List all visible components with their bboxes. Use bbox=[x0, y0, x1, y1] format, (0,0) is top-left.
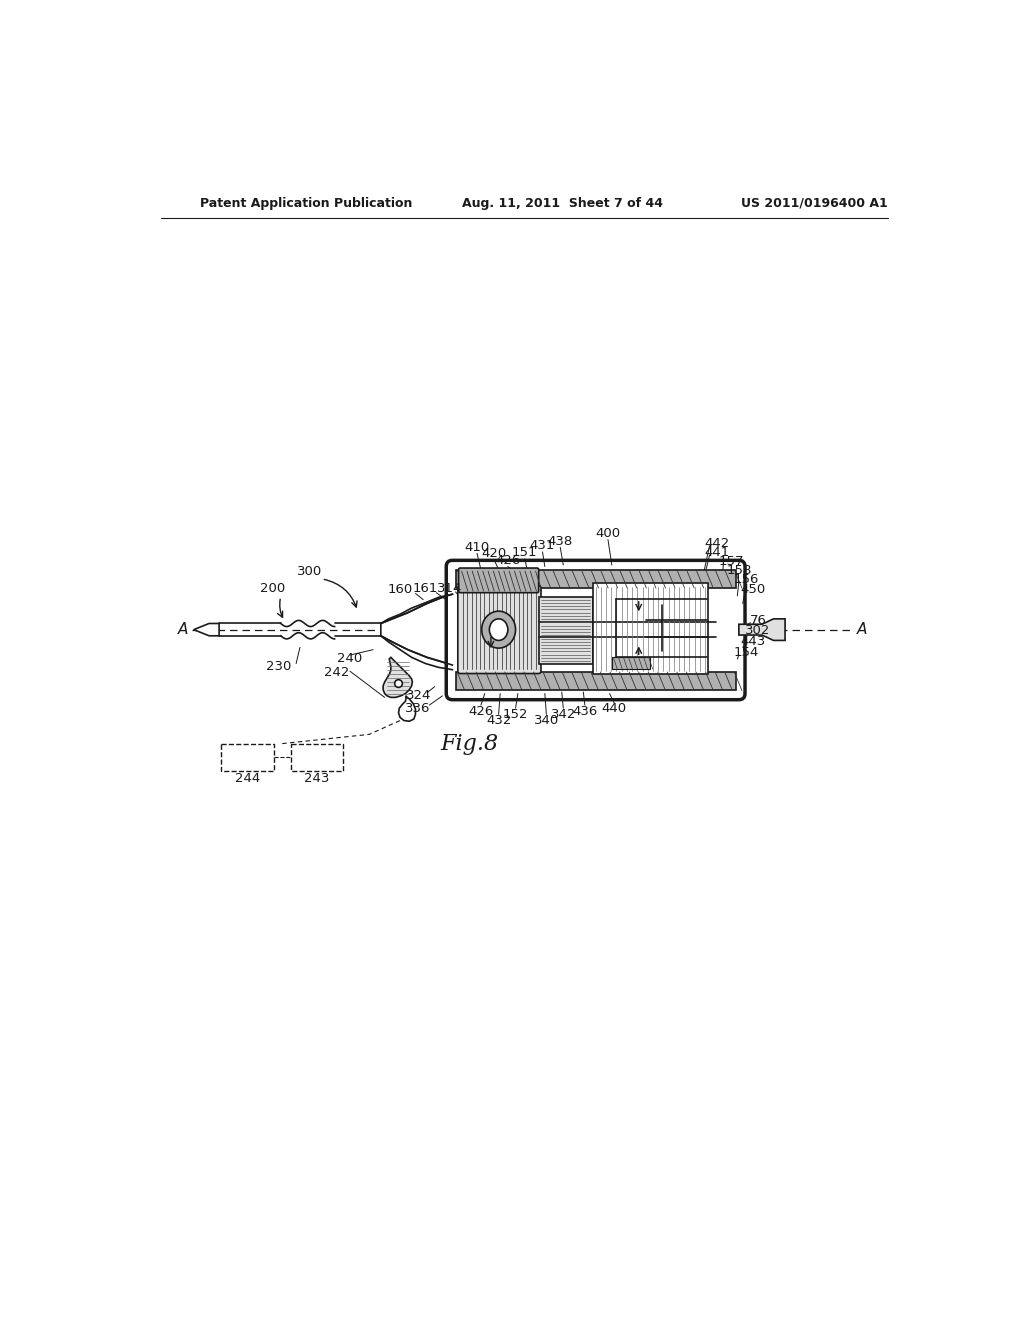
Ellipse shape bbox=[489, 619, 508, 640]
Text: 410: 410 bbox=[465, 541, 489, 554]
Text: 324: 324 bbox=[406, 689, 431, 702]
Text: 342: 342 bbox=[551, 708, 575, 721]
Bar bbox=[593, 583, 708, 675]
Text: Aug. 11, 2011  Sheet 7 of 44: Aug. 11, 2011 Sheet 7 of 44 bbox=[462, 197, 663, 210]
Text: 450: 450 bbox=[740, 583, 765, 597]
Text: 302: 302 bbox=[745, 624, 771, 638]
Bar bbox=[456, 570, 736, 589]
Text: 336: 336 bbox=[406, 702, 430, 715]
Text: 230: 230 bbox=[266, 660, 292, 673]
Circle shape bbox=[394, 680, 402, 688]
Text: 426: 426 bbox=[468, 705, 494, 718]
Text: 154: 154 bbox=[734, 647, 759, 659]
Polygon shape bbox=[381, 594, 453, 665]
Text: 436: 436 bbox=[572, 705, 597, 718]
Text: 152: 152 bbox=[503, 708, 528, 721]
Text: 426: 426 bbox=[496, 554, 520, 566]
Text: 200: 200 bbox=[260, 582, 286, 594]
Bar bbox=[221, 743, 273, 771]
Bar bbox=[456, 672, 736, 690]
Text: 431: 431 bbox=[529, 539, 555, 552]
Text: 161: 161 bbox=[413, 582, 438, 595]
Polygon shape bbox=[383, 657, 413, 697]
Text: 243: 243 bbox=[304, 772, 330, 785]
Text: 400: 400 bbox=[595, 527, 621, 540]
Text: A: A bbox=[178, 622, 188, 638]
Text: US 2011/0196400 A1: US 2011/0196400 A1 bbox=[741, 197, 888, 210]
Bar bbox=[291, 743, 343, 771]
Text: 300: 300 bbox=[297, 565, 323, 578]
FancyBboxPatch shape bbox=[446, 560, 745, 700]
Text: Fig.8: Fig.8 bbox=[440, 733, 499, 755]
Text: 76: 76 bbox=[750, 614, 767, 627]
Bar bbox=[539, 597, 593, 664]
Text: 156: 156 bbox=[734, 573, 759, 586]
Polygon shape bbox=[194, 623, 219, 636]
Polygon shape bbox=[398, 696, 416, 721]
Text: 158: 158 bbox=[726, 564, 752, 577]
Text: 151: 151 bbox=[512, 546, 538, 560]
Text: 240: 240 bbox=[337, 652, 362, 665]
Text: 432: 432 bbox=[486, 714, 511, 727]
Text: 441: 441 bbox=[705, 546, 730, 560]
Text: 442: 442 bbox=[705, 537, 730, 550]
Text: 244: 244 bbox=[234, 772, 260, 785]
FancyBboxPatch shape bbox=[458, 586, 541, 673]
Text: 440: 440 bbox=[601, 702, 627, 715]
Text: 242: 242 bbox=[325, 667, 349, 680]
Polygon shape bbox=[739, 619, 785, 640]
Text: Patent Application Publication: Patent Application Publication bbox=[200, 197, 413, 210]
Text: A: A bbox=[857, 622, 867, 638]
Text: 160: 160 bbox=[387, 583, 413, 597]
FancyBboxPatch shape bbox=[459, 568, 539, 593]
Text: 157: 157 bbox=[719, 554, 743, 568]
Bar bbox=[611, 657, 650, 669]
Ellipse shape bbox=[481, 611, 515, 648]
Text: 420: 420 bbox=[481, 546, 507, 560]
Text: 438: 438 bbox=[548, 535, 572, 548]
Text: 340: 340 bbox=[534, 714, 559, 727]
Text: 443: 443 bbox=[740, 635, 765, 648]
Text: 314: 314 bbox=[436, 582, 462, 594]
